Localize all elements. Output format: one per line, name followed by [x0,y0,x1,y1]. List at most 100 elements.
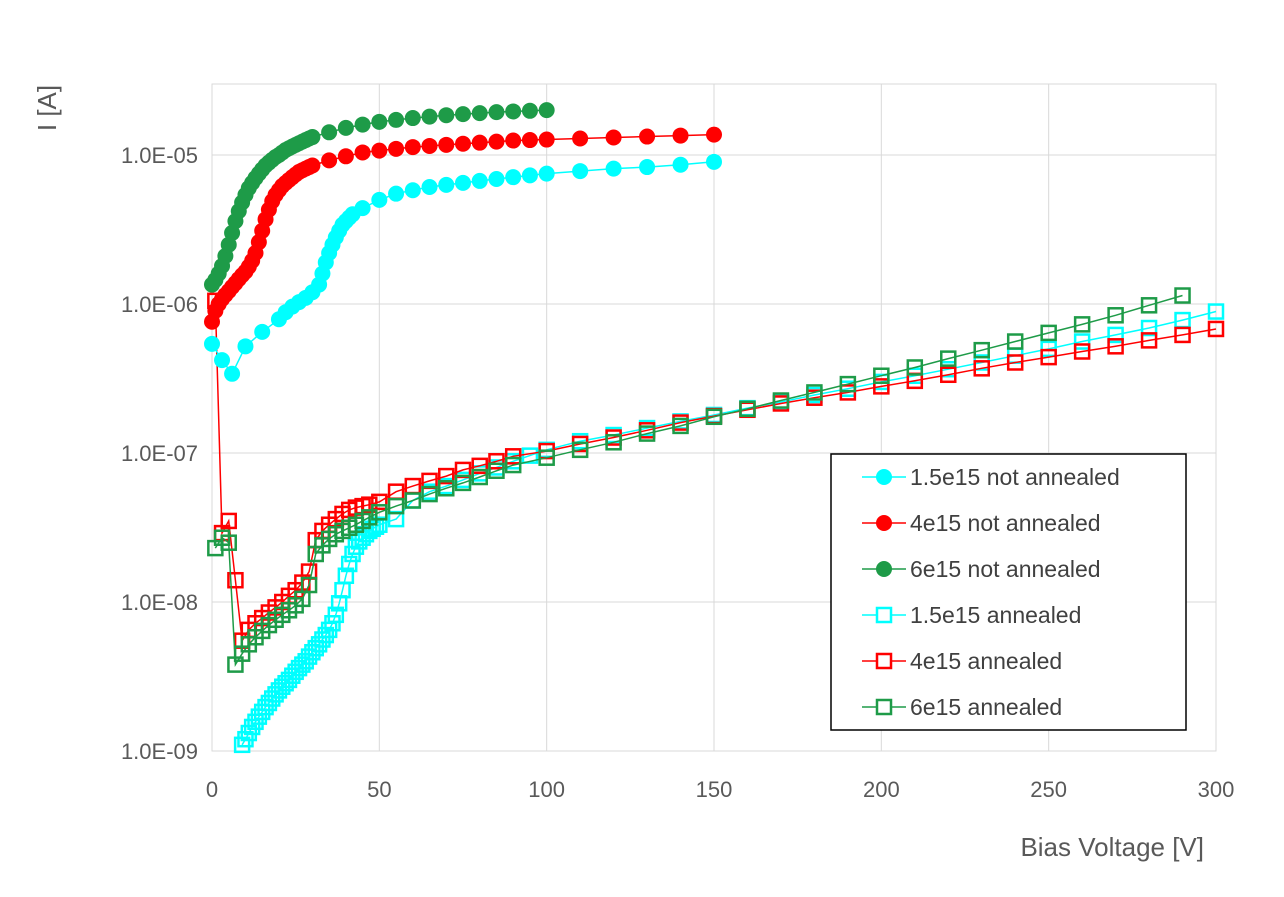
data-point [471,172,488,189]
data-point [1107,338,1124,355]
x-axis-title: Bias Voltage [V] [1020,832,1204,862]
data-point [1040,324,1057,342]
legend-marker [875,606,893,624]
legend: 1.5e15 not annealed 4e15 not annealed 6e15… [830,453,1187,731]
y-tick-label: 1.0E-05 [121,143,198,168]
data-point [421,137,438,154]
data-point [471,105,488,122]
data-point [321,124,338,141]
data-point [324,615,341,632]
data-point [1207,320,1225,338]
data-point [940,350,957,367]
legend-entry: 4e15 annealed [862,648,1062,674]
data-point [521,167,538,184]
x-tick-label: 300 [1198,777,1235,802]
data-point [639,128,656,145]
legend-label: 6e15 not annealed [910,556,1101,582]
data-point [340,555,358,573]
data-point [455,106,471,123]
y-tick-label: 1.0E-07 [121,441,198,466]
data-point [488,133,505,150]
legend-marker [876,561,892,577]
data-point [706,153,722,170]
data-point [1073,343,1091,360]
data-point [404,182,421,199]
legend-label: 4e15 annealed [910,648,1062,674]
data-point [438,176,455,193]
data-point [605,434,622,451]
x-tick-label: 50 [367,777,391,802]
data-point [337,148,354,165]
data-point [806,384,823,401]
data-point [388,111,405,128]
data-point [505,103,522,120]
data-point [571,441,589,459]
data-point [354,144,371,161]
data-point [505,169,522,186]
data-point [304,157,321,174]
data-point [706,126,722,143]
data-point [404,492,422,509]
legend-label: 1.5e15 annealed [910,602,1081,628]
data-point [455,135,471,152]
data-point [873,378,890,395]
data-point [1107,326,1124,344]
x-tick-label: 150 [696,777,733,802]
x-tick-label: 200 [863,777,900,802]
data-point [371,191,388,208]
data-point [538,165,555,182]
data-point [521,447,539,464]
data-point [471,468,488,486]
y-tick-label: 1.0E-09 [121,739,198,764]
data-point [572,163,589,180]
data-point [672,127,689,144]
data-point [488,104,505,121]
data-point [304,129,321,146]
data-point [438,136,455,153]
data-point [538,131,555,148]
data-point [605,129,622,146]
data-point [1073,316,1091,333]
data-point [1006,333,1024,350]
data-point [404,139,421,156]
data-point [1040,348,1057,366]
data-point [839,375,857,393]
series-line [214,294,1183,668]
data-point [224,365,241,382]
data-point [388,140,405,157]
data-point [488,171,505,188]
legend-marker [875,652,893,670]
data-point [361,509,378,526]
data-point [337,119,354,136]
data-point [1140,297,1158,314]
data-point [488,462,505,480]
data-point [371,142,388,159]
y-tick-label: 1.0E-08 [121,590,198,615]
data-point [327,606,345,624]
data-point [572,130,589,147]
data-point [371,493,388,511]
data-point [354,116,371,133]
data-point [421,108,438,125]
series-2 [204,102,555,293]
data-point [839,384,857,401]
data-point [354,200,371,217]
data-point [387,497,405,515]
legend-entry: 1.5e15 annealed [862,602,1081,628]
data-point [214,352,231,369]
data-point [227,571,244,589]
data-point [1174,287,1191,304]
data-point [204,335,220,352]
data-point [1140,332,1158,349]
data-point [504,456,522,474]
data-point [504,448,522,465]
legend-label: 4e15 not annealed [910,510,1101,536]
data-point [371,504,388,521]
data-point [220,534,237,551]
data-point [438,107,455,124]
data-point [505,132,522,149]
data-point [220,512,237,530]
series-layer [204,102,1225,754]
